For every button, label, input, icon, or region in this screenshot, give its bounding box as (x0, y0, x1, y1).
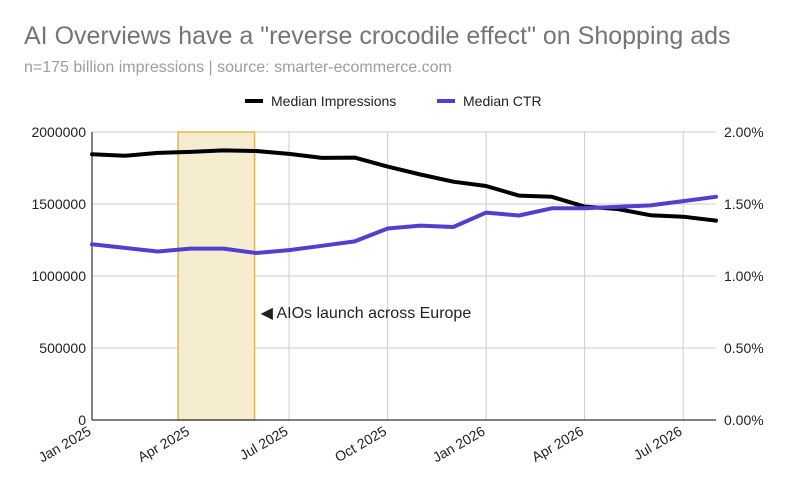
chart-title: AI Overviews have a "reverse crocodile e… (24, 22, 731, 50)
x-tick-label: Jan 2025 (36, 423, 94, 466)
tick-labels: 2000000 1500000 1000000 500000 0 2.00% 1.50% 1.… (31, 124, 763, 465)
x-tick-label: Jan 2026 (430, 423, 488, 466)
legend-label-median-impressions: Median Impressions (271, 93, 396, 109)
y-left-tick-label: 500000 (39, 340, 86, 356)
y-right-tick-label: 1.00% (724, 268, 764, 284)
series (90, 148, 718, 255)
y-right-tick-label: 0.00% (724, 412, 764, 428)
y-right-tick-label: 1.50% (724, 196, 764, 212)
highlight-region (177, 131, 256, 421)
x-tick-label: Apr 2026 (529, 423, 586, 465)
x-tick-label: Jul 2026 (631, 423, 685, 463)
y-left-tick-label: 2000000 (31, 124, 86, 140)
legend-label-median-ctr: Median CTR (463, 93, 542, 109)
chart-subtitle: n=175 billion impressions | source: smar… (24, 59, 452, 76)
y-left-tick-label: 1500000 (31, 196, 86, 212)
y-left-tick-label: 1000000 (31, 268, 86, 284)
y-right-tick-label: 2.00% (724, 124, 764, 140)
x-tick-label: Oct 2025 (332, 423, 389, 465)
annotation-label: ◀ AIOs launch across Europe (261, 305, 472, 322)
median-ctr-line (90, 194, 718, 255)
y-right-tick-label: 0.50% (724, 340, 764, 356)
axes (91, 132, 716, 421)
x-tick-label: Apr 2025 (135, 423, 192, 465)
y-left-tick-label: 0 (78, 412, 86, 428)
legend: Median Impressions Median CTR (245, 93, 542, 109)
highlight-band (177, 131, 256, 421)
x-tick-label: Jul 2025 (237, 423, 291, 463)
annotation: ◀ AIOs launch across Europe (261, 305, 472, 322)
